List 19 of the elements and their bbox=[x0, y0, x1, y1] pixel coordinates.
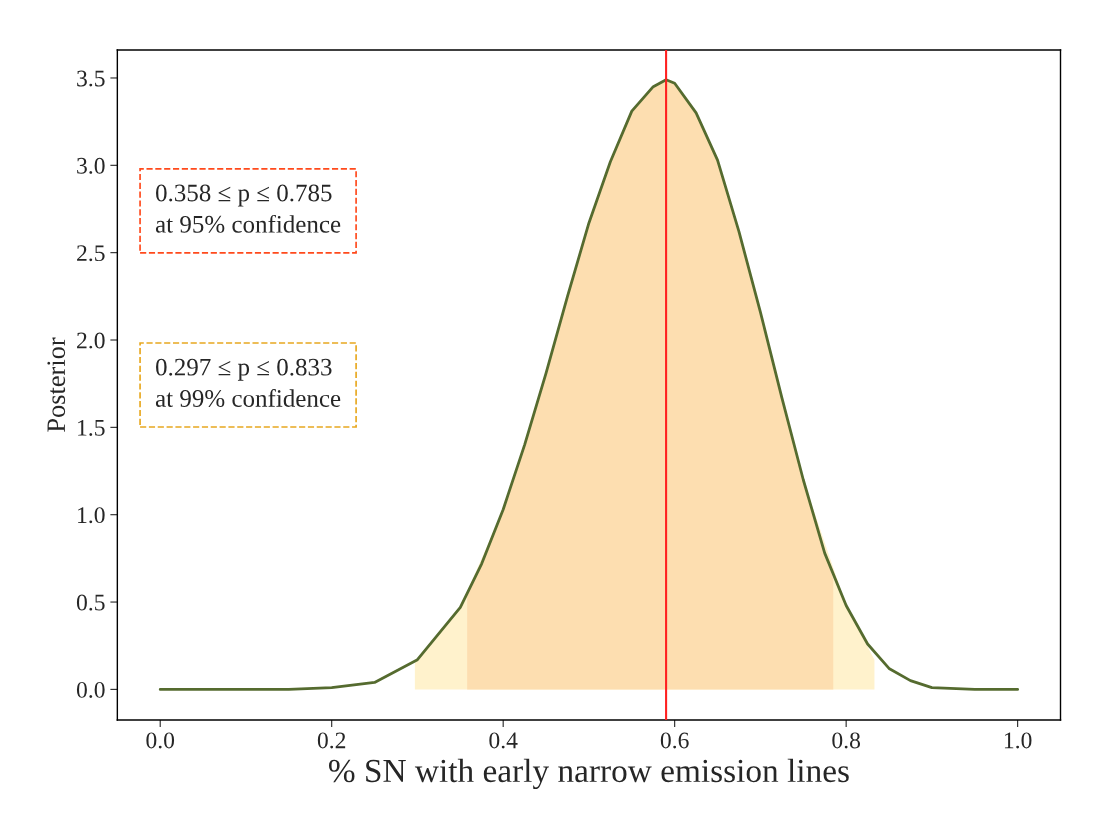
annotation: 0.358 ≤ p ≤ 0.785 at 95% confidence bbox=[155, 184, 341, 233]
annotation: 0.297 ≤ p ≤ 0.833 at 99% confidence bbox=[155, 358, 341, 407]
x-axis-title: % SN with early narrow emission lines bbox=[328, 758, 849, 790]
x-tick-label: 0.8 bbox=[832, 732, 861, 749]
y-tick-label: 3.0 bbox=[77, 157, 105, 174]
y-tick-label: 1.5 bbox=[78, 419, 105, 436]
x-tick-label: 0.4 bbox=[489, 732, 518, 749]
line-series bbox=[158, 78, 1020, 691]
x-tick-label: 0.6 bbox=[660, 732, 689, 749]
y-tick-label: 3.5 bbox=[77, 70, 105, 87]
x-tick-label: 0.2 bbox=[317, 732, 346, 749]
y-tick-label: 2.0 bbox=[77, 332, 105, 349]
y-tick-label: 1.0 bbox=[78, 507, 105, 524]
x-tick-label: 0.0 bbox=[146, 732, 175, 749]
y-tick-label: 0.5 bbox=[76, 594, 105, 611]
y-tick-label: 0.0 bbox=[76, 681, 105, 698]
y-axis-title: Posterior bbox=[47, 337, 66, 432]
x-tick-label: 1.0 bbox=[1004, 732, 1032, 749]
y-tick-label: 2.5 bbox=[77, 245, 105, 262]
